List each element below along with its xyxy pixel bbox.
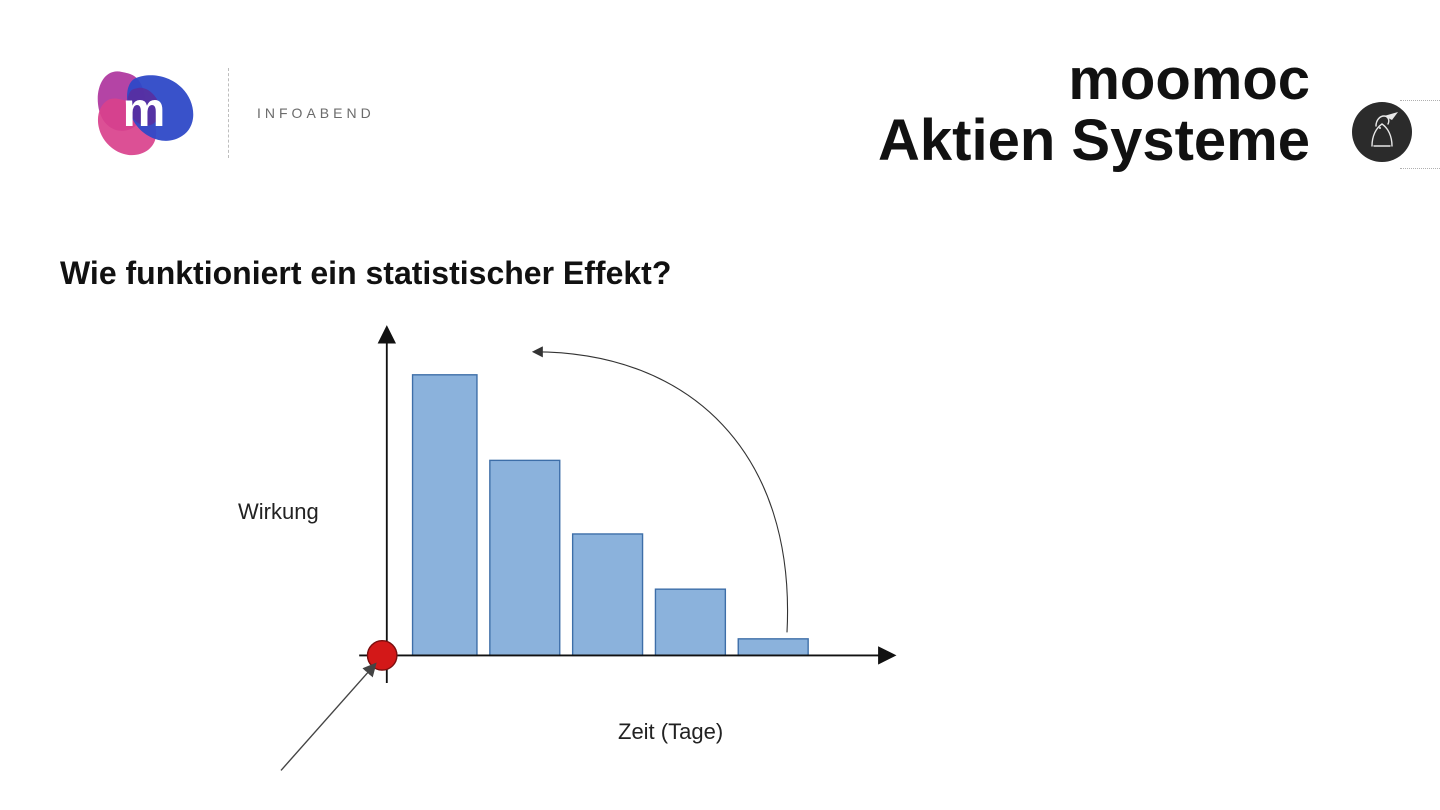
chart-bar-2	[573, 534, 643, 655]
logo-block: m INFOABEND	[90, 58, 375, 168]
chart-bar-4	[738, 639, 808, 656]
chart-bar-3	[655, 589, 725, 655]
brand-line-1: moomoc	[878, 50, 1310, 111]
moomoc-logo-icon: m	[90, 58, 200, 168]
dotted-rule-bottom	[1400, 168, 1440, 169]
chart-origin-dot	[367, 641, 396, 670]
svg-text:m: m	[123, 84, 166, 137]
effect-bar-chart: Wirkung Zeit (Tage)	[200, 315, 960, 775]
dotted-rule-top	[1400, 100, 1440, 101]
brand-title: moomoc Aktien Systeme	[878, 50, 1310, 172]
profile-badge-icon	[1352, 102, 1412, 162]
chart-pointer-arrow	[281, 665, 375, 771]
brand-line-2: Aktien Systeme	[878, 111, 1310, 172]
header: m INFOABEND moomoc Aktien Systeme	[0, 0, 1440, 210]
chart-bar-1	[490, 460, 560, 655]
slide-question-heading: Wie funktioniert ein statistischer Effek…	[60, 255, 671, 292]
header-divider	[228, 68, 229, 158]
chart-bar-0	[413, 375, 477, 656]
infoabend-label: INFOABEND	[257, 105, 375, 121]
